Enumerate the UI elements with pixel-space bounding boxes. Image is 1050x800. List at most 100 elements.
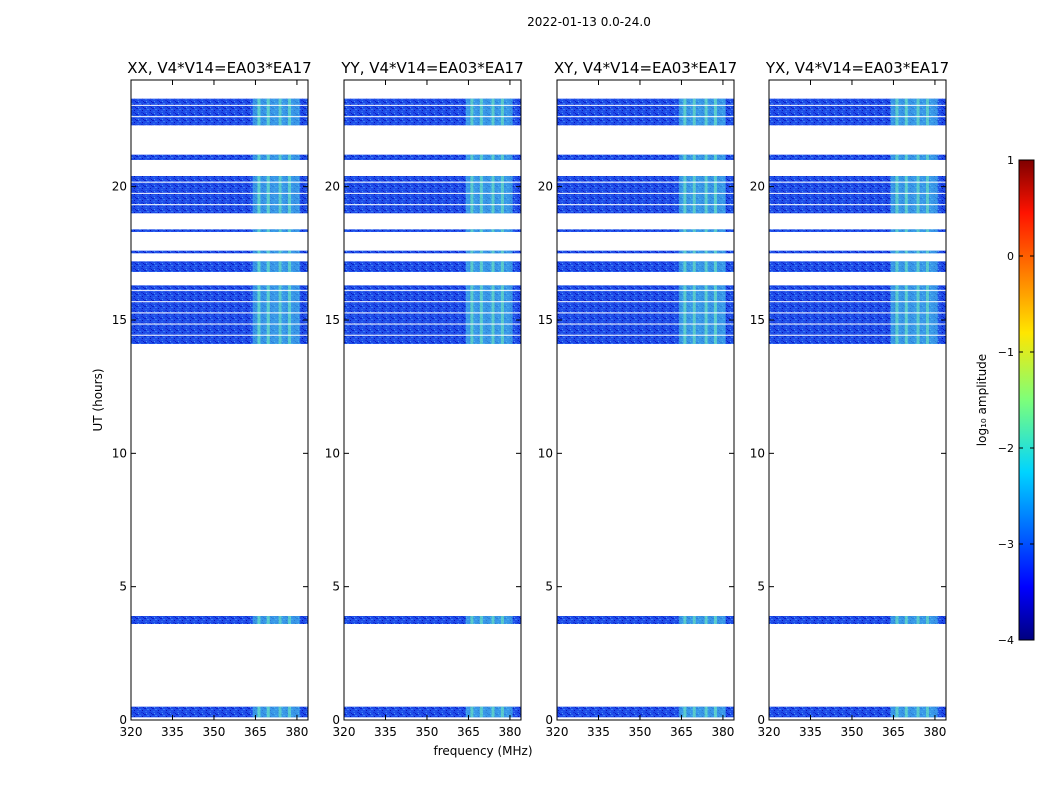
band-stripe <box>692 176 696 214</box>
data-row <box>769 250 946 254</box>
band-stripe <box>916 250 920 254</box>
band-stripe <box>500 229 504 232</box>
band-stripe <box>713 98 717 126</box>
band-stripe <box>491 285 495 344</box>
band-stripe <box>257 261 261 272</box>
band-stripe <box>287 285 291 344</box>
band-stripe <box>479 229 483 232</box>
band-stripe <box>266 154 270 160</box>
row-gap <box>131 312 308 314</box>
x-tick-label: 320 <box>120 725 143 739</box>
bright-band <box>252 250 300 254</box>
band-stripe <box>479 285 483 344</box>
band-stripe <box>683 706 687 718</box>
row-gap <box>131 334 308 336</box>
x-tick-label: 365 <box>882 725 905 739</box>
bright-band <box>252 706 300 718</box>
data-row <box>769 261 946 272</box>
band-stripe <box>704 706 708 718</box>
band-stripe <box>916 706 920 718</box>
band-stripe <box>713 250 717 254</box>
y-tick-label: 0 <box>119 713 127 727</box>
band-stripe <box>470 154 474 160</box>
bright-band <box>465 154 513 160</box>
band-stripe <box>287 706 291 718</box>
band-stripe <box>287 261 291 272</box>
band-stripe <box>713 285 717 344</box>
y-axis-label: UT (hours) <box>91 368 105 431</box>
band-stripe <box>278 261 282 272</box>
row-gap <box>769 323 946 325</box>
data-row <box>131 250 308 254</box>
band-stripe <box>500 176 504 214</box>
panel-title: XY, V4*V14=EA03*EA17 <box>554 59 737 77</box>
row-gap <box>131 323 308 325</box>
x-tick-label: 365 <box>457 725 480 739</box>
data-row <box>131 261 308 272</box>
band-stripe <box>500 285 504 344</box>
data-row <box>769 706 946 718</box>
colorbar-ticks: −4 −3 −2 −1 0 1 <box>998 154 1034 647</box>
y-tick-label: 15 <box>538 313 553 327</box>
band-stripe <box>925 250 929 254</box>
band-stripe <box>287 154 291 160</box>
panel-frame <box>343 79 522 721</box>
data-row <box>557 229 734 232</box>
panel-frame <box>130 79 309 721</box>
band-stripe <box>278 706 282 718</box>
bright-band <box>890 261 938 272</box>
band-stripe <box>683 229 687 232</box>
data-row <box>344 154 521 160</box>
band-stripe <box>257 154 261 160</box>
band-stripe <box>683 285 687 344</box>
bright-band <box>678 285 726 344</box>
row-gap <box>557 334 734 336</box>
panel-title: XX, V4*V14=EA03*EA17 <box>127 59 311 77</box>
band-stripe <box>278 250 282 254</box>
band-stripe <box>266 250 270 254</box>
band-stripe <box>916 285 920 344</box>
band-stripe <box>470 98 474 126</box>
figure-title: 2022-01-13 0.0-24.0 <box>527 15 651 29</box>
bright-band <box>252 285 300 344</box>
band-stripe <box>683 176 687 214</box>
band-stripe <box>692 250 696 254</box>
row-gap <box>344 181 521 183</box>
band-stripe <box>266 285 270 344</box>
band-stripe <box>895 261 899 272</box>
band-stripe <box>904 229 908 232</box>
band-stripe <box>692 98 696 126</box>
band-stripe <box>287 229 291 232</box>
band-stripe <box>692 261 696 272</box>
band-stripe <box>692 154 696 160</box>
band-stripe <box>904 98 908 126</box>
band-stripe <box>713 229 717 232</box>
band-stripe <box>470 176 474 214</box>
x-tick-label: 320 <box>546 725 569 739</box>
panel-title: YX, V4*V14=EA03*EA17 <box>765 59 949 77</box>
row-gap <box>769 116 946 118</box>
y-tick-label: 20 <box>538 180 553 194</box>
band-stripe <box>704 616 708 624</box>
bright-band <box>890 706 938 718</box>
row-gap <box>131 104 308 106</box>
x-tick-label: 320 <box>333 725 356 739</box>
row-gap <box>344 312 521 314</box>
band-stripe <box>287 176 291 214</box>
colorbar-tick-label: −3 <box>998 538 1014 551</box>
bright-band <box>465 250 513 254</box>
y-tick-label: 0 <box>757 713 765 727</box>
band-stripe <box>692 285 696 344</box>
band-stripe <box>895 250 899 254</box>
band-stripe <box>278 616 282 624</box>
x-tick-label: 380 <box>285 725 308 739</box>
band-stripe <box>500 706 504 718</box>
y-tick-label: 10 <box>112 446 127 460</box>
band-stripe <box>470 250 474 254</box>
x-tick-label: 350 <box>416 725 439 739</box>
band-stripe <box>704 250 708 254</box>
band-stripe <box>500 616 504 624</box>
band-stripe <box>500 98 504 126</box>
band-stripe <box>692 229 696 232</box>
